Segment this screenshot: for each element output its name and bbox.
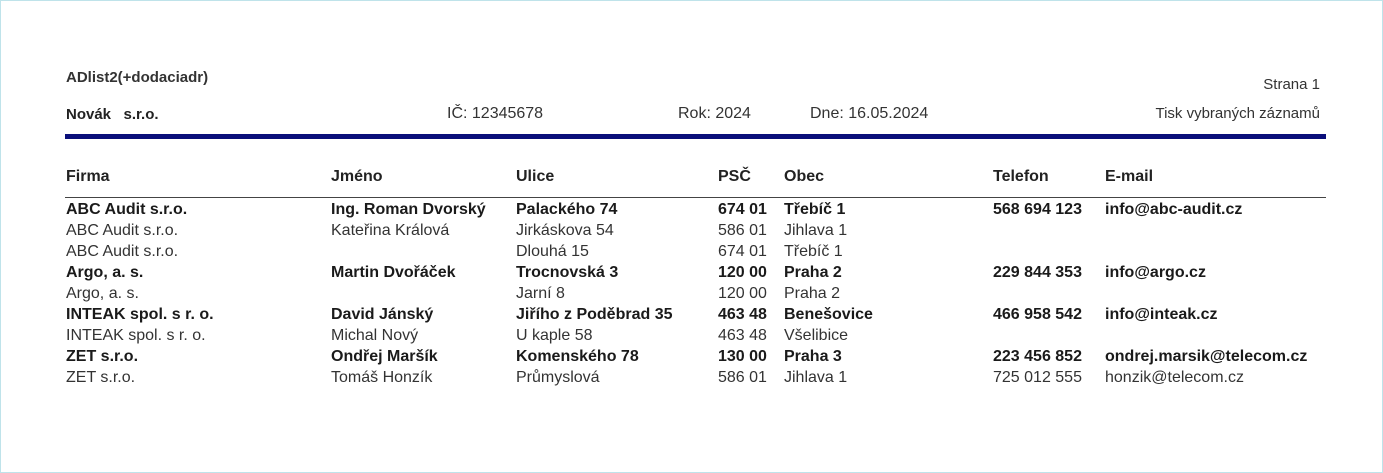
cell-jmeno: Ondřej Maršík [331, 348, 438, 365]
cell-obec: Praha 3 [784, 348, 842, 365]
cell-telefon: 223 456 852 [993, 348, 1082, 365]
cell-telefon: 466 958 542 [993, 306, 1082, 323]
cell-psc: 130 00 [718, 348, 767, 365]
cell-psc: 674 01 [718, 201, 767, 218]
table-row: Argo, a. s. Jarní 8 120 00 Praha 2 [1, 284, 1383, 305]
cell-email: honzik@telecom.cz [1105, 369, 1244, 386]
cell-jmeno: David Jánský [331, 306, 434, 323]
cell-psc: 586 01 [718, 369, 767, 386]
cell-ulice: Dlouhá 15 [516, 243, 589, 260]
cell-firma: Argo, a. s. [66, 285, 139, 302]
cell-firma: INTEAK spol. s r. o. [66, 306, 214, 323]
cell-obec: Jihlava 1 [784, 222, 848, 239]
cell-jmeno: Tomáš Honzík [331, 369, 433, 386]
table-row: Argo, a. s. Martin Dvořáček Trocnovská 3 12… [1, 263, 1383, 284]
cell-telefon: 568 694 123 [993, 201, 1082, 218]
cell-firma: ABC Audit s.r.o. [66, 222, 179, 239]
cell-obec: Jihlava 1 [784, 369, 848, 386]
table-row: ABC Audit s.r.o. Ing. Roman Dvorský Palack… [1, 200, 1383, 221]
table-row: ZET s.r.o. Ondřej Maršík Komenského 78 130 … [1, 347, 1383, 368]
cell-jmeno: Michal Nový [331, 327, 419, 344]
header-divider [65, 134, 1326, 139]
cell-psc: 463 48 [718, 306, 767, 323]
cell-firma: ABC Audit s.r.o. [66, 201, 188, 218]
table-row: INTEAK spol. s r. o. Michal Nový U kaple 5… [1, 326, 1383, 347]
column-header-jmeno: Jméno [331, 168, 383, 185]
cell-firma: ZET s.r.o. [66, 369, 136, 386]
cell-ulice: Jirkáskova 54 [516, 222, 614, 239]
cell-jmeno: Ing. Roman Dvorský [331, 201, 486, 218]
cell-ulice: Jarní 8 [516, 285, 565, 302]
cell-obec: Praha 2 [784, 264, 842, 281]
cell-firma: Argo, a. s. [66, 264, 144, 281]
report-subtitle: Tisk vybraných záznamů [1155, 105, 1320, 122]
table-row: ZET s.r.o. Tomáš Honzík Průmyslová 586 01 Ji… [1, 368, 1383, 389]
cell-email: ondrej.marsik@telecom.cz [1105, 348, 1308, 365]
cell-obec: Benešovice [784, 306, 873, 323]
cell-psc: 120 00 [718, 264, 767, 281]
column-header-psc: PSČ [718, 168, 751, 185]
cell-psc: 674 01 [718, 243, 767, 260]
cell-obec: Třebíč 1 [784, 201, 846, 218]
column-header-email: E-mail [1105, 168, 1154, 185]
cell-ulice: Trocnovská 3 [516, 264, 619, 281]
cell-firma: ABC Audit s.r.o. [66, 243, 179, 260]
report-date: Dne: 16.05.2024 [810, 105, 929, 122]
cell-ulice: Komenského 78 [516, 348, 639, 365]
cell-jmeno: Kateřina Králová [331, 222, 450, 239]
record-list: ABC Audit s.r.o. Ing. Roman Dvorský Palack… [1, 200, 1383, 389]
page-number: Strana 1 [1263, 76, 1320, 93]
cell-obec: Všelibice [784, 327, 849, 344]
column-header-firma: Firma [66, 168, 110, 185]
cell-firma: INTEAK spol. s r. o. [66, 327, 206, 344]
cell-ulice: Palackého 74 [516, 201, 618, 218]
cell-obec: Praha 2 [784, 285, 841, 302]
cell-email: info@inteak.cz [1105, 306, 1218, 323]
report-year: Rok: 2024 [678, 105, 751, 122]
cell-email: info@argo.cz [1105, 264, 1206, 281]
cell-ulice: Jiřího z Poděbrad 35 [516, 306, 673, 323]
columns-divider [65, 197, 1326, 198]
company-name: Novák s.r.o. [66, 106, 159, 123]
cell-obec: Třebíč 1 [784, 243, 843, 260]
cell-telefon: 229 844 353 [993, 264, 1082, 281]
cell-jmeno: Martin Dvořáček [331, 264, 456, 281]
report-name: ADlist2(+dodaciadr) [66, 69, 209, 86]
company-ico: IČ: 12345678 [447, 105, 544, 122]
cell-psc: 120 00 [718, 285, 767, 302]
cell-email: info@abc-audit.cz [1105, 201, 1243, 218]
cell-ulice: U kaple 58 [516, 327, 593, 344]
cell-firma: ZET s.r.o. [66, 348, 139, 365]
column-header-ulice: Ulice [516, 168, 555, 185]
cell-psc: 586 01 [718, 222, 767, 239]
cell-ulice: Průmyslová [516, 369, 600, 386]
column-header-obec: Obec [784, 168, 825, 185]
table-row: INTEAK spol. s r. o. David Jánský Jiřího z… [1, 305, 1383, 326]
table-row: ABC Audit s.r.o. Dlouhá 15 674 01 Třebíč 1 [1, 242, 1383, 263]
cell-psc: 463 48 [718, 327, 767, 344]
cell-telefon: 725 012 555 [993, 369, 1082, 386]
table-row: ABC Audit s.r.o. Kateřina Králová Jirkásko… [1, 221, 1383, 242]
column-header-telefon: Telefon [993, 168, 1049, 185]
